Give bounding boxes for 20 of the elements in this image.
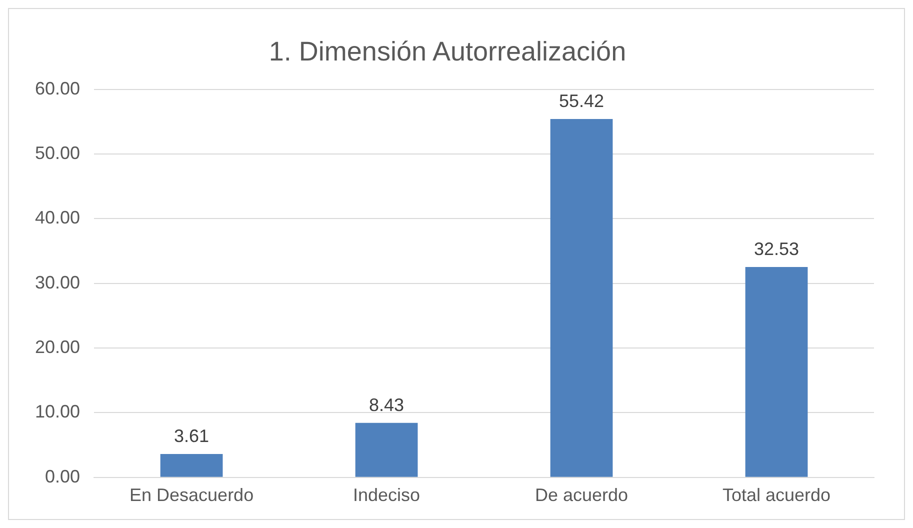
y-tick-label: 60.00 <box>34 78 80 98</box>
y-tick-label: 20.00 <box>34 337 80 358</box>
y-tick-label: 0.00 <box>44 466 80 486</box>
chart-title: 1. Dimensión Autorrealización <box>268 36 626 67</box>
data-label: 32.53 <box>754 239 800 260</box>
y-tick-label: 30.00 <box>34 272 80 292</box>
x-tick-label: En Desacuerdo <box>130 485 254 506</box>
bar <box>745 267 808 477</box>
x-tick-label: De acuerdo <box>534 485 628 506</box>
bar <box>160 454 223 477</box>
y-tick-label: 10.00 <box>34 402 80 422</box>
data-label: 3.61 <box>174 426 210 446</box>
data-label: 55.42 <box>558 90 604 111</box>
y-tick-label: 40.00 <box>34 208 80 228</box>
x-tick-label: Total acuerdo <box>722 485 831 506</box>
y-tick-label: 50.00 <box>34 143 80 164</box>
bar <box>355 422 418 477</box>
data-label: 8.43 <box>369 394 404 415</box>
bar <box>550 119 613 477</box>
x-tick-label: Indeciso <box>353 485 420 506</box>
